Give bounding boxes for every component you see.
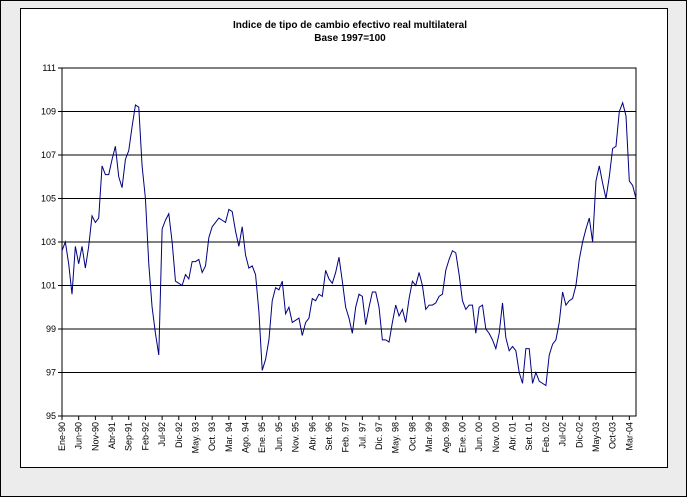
x-tick-label: Dic-92 (174, 422, 184, 448)
x-tick-label: Jul-92 (157, 422, 167, 447)
x-tick-label: Mar-04 (624, 422, 634, 451)
y-tick-label: 107 (41, 150, 56, 160)
x-tick-label: Feb-92 (140, 422, 150, 451)
x-tick-label: Dic-02 (574, 422, 584, 448)
y-tick-label: 103 (41, 237, 56, 247)
x-tick-label: Set. 01 (524, 422, 534, 451)
y-tick-label: 111 (42, 63, 56, 73)
x-tick-label: Jun. 00 (474, 422, 484, 452)
x-tick-label: May. 98 (391, 422, 401, 453)
x-tick-label: Ene. 95 (257, 422, 267, 453)
x-tick-label: Set. 96 (324, 422, 334, 451)
data-line (61, 101, 637, 387)
x-tick-label: Jun. 95 (274, 422, 284, 452)
x-tick-label: Mar. 99 (424, 422, 434, 452)
x-tick-label: Oct. 98 (407, 422, 417, 451)
x-tick-label: Jul. 97 (357, 422, 367, 449)
x-tick-label: Dic. 97 (374, 422, 384, 450)
y-tick-label: 95 (46, 411, 56, 421)
x-tick-label: Abr. 96 (307, 422, 317, 451)
y-tick-label: 101 (41, 281, 56, 291)
x-tick-label: Ago. 94 (241, 422, 251, 453)
x-tick-label: Feb. 97 (341, 422, 351, 453)
x-tick-label: Sep-91 (124, 422, 134, 451)
x-tick-label: Ene-90 (57, 422, 67, 451)
chart-title: Indice de tipo de cambio efectivo real m… (233, 20, 467, 31)
x-tick-label: Nov. 00 (491, 422, 501, 452)
x-tick-label: Mar. 94 (224, 422, 234, 452)
x-tick-label: Oct. 93 (207, 422, 217, 451)
x-tick-label: Abr-91 (107, 422, 117, 449)
x-tick-label: Abr. 01 (508, 422, 518, 451)
y-tick-label: 97 (46, 368, 56, 378)
x-tick-label: Ene. 00 (457, 422, 467, 453)
x-tick-label: Feb. 02 (541, 422, 551, 453)
y-tick-label: 105 (41, 194, 56, 204)
x-tick-label: Oct-03 (608, 422, 618, 449)
x-tick-label: Nov-90 (90, 422, 100, 451)
y-tick-label: 99 (46, 324, 56, 334)
chart-subtitle: Base 1997=100 (314, 33, 386, 44)
x-tick-label: May-03 (591, 422, 601, 452)
x-tick-label: Nov. 95 (291, 422, 301, 452)
x-tick-label: May. 93 (190, 422, 200, 453)
x-tick-label: Jun-90 (74, 422, 84, 450)
x-tick-label: Jul-02 (558, 422, 568, 447)
y-tick-label: 109 (41, 107, 56, 117)
x-tick-label: Ago. 99 (441, 422, 451, 453)
